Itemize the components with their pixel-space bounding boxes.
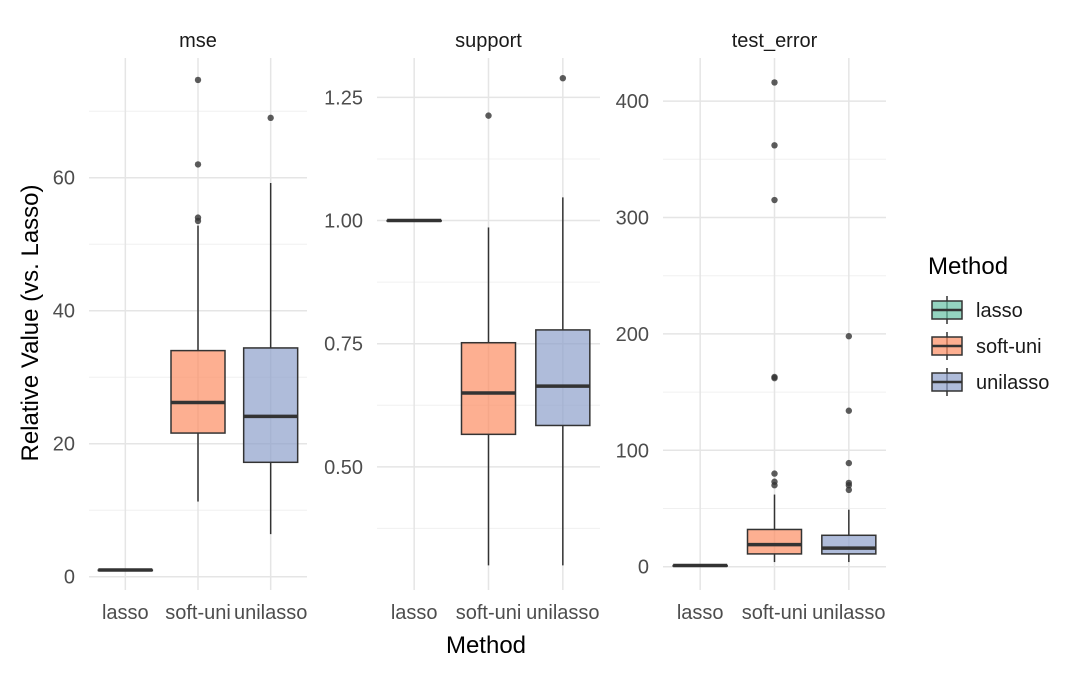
box-body [242,347,299,464]
facet-support: 0.50 0.75 1.00 1.25 support lasso soft-uni unil… [324,30,600,624]
y-tick-label: 60 [53,168,75,190]
y-tick-label: 100 [616,440,649,462]
outlier-point [194,76,202,84]
box-lasso [97,568,154,572]
outlier-point [845,333,853,340]
box-soft-uni [170,76,226,502]
outlier-point [771,470,778,477]
outlier-point [771,142,778,149]
y-axis-title: Relative Value (vs. Lasso) [17,184,44,461]
outlier-point [845,486,853,494]
outlier-point [771,478,778,485]
facet-mse: 0 20 40 60 mse lasso soft-uni unilasso [53,30,308,624]
y-tick-label: 0 [64,567,75,589]
box-soft-uni [746,79,803,563]
y-tick-label: 20 [53,434,75,456]
y-tick-label: 300 [616,207,649,229]
legend-entry-lasso: lasso [931,296,1023,324]
x-tick-label: soft-uni [742,602,808,624]
y-tick-label: 0.50 [324,457,363,479]
facet-title: support [455,30,522,52]
x-tick-label: soft-uni [165,602,231,624]
legend-label: soft-uni [976,336,1042,358]
box-lasso [672,563,728,568]
legend-title: Method [928,253,1008,280]
y-tick-label: 1.25 [324,87,363,109]
outlier-point [845,407,853,414]
outlier-point [771,196,778,204]
x-tick-label: soft-uni [456,602,522,624]
box-body [170,349,226,434]
y-tick-label: 400 [616,91,649,113]
y-tick-label: 1.00 [324,211,363,233]
legend-label: unilasso [976,372,1049,394]
legend-entry-unilasso: unilasso [931,368,1049,396]
legend-label: lasso [976,300,1023,322]
outlier-point [771,79,778,86]
outlier-point [485,112,492,119]
x-tick-label: lasso [102,602,149,624]
x-tick-label: unilasso [812,602,885,624]
box-body [821,534,877,555]
outlier-point [194,161,202,168]
x-tick-label: unilasso [234,602,307,624]
outlier-point [267,114,274,122]
y-tick-label: 40 [53,301,75,323]
outlier-point [559,74,567,82]
facet-title: mse [179,30,217,52]
y-tick-label: 0 [638,557,649,579]
box-lasso [386,218,442,223]
outlier-point [845,459,853,467]
outlier-point [845,479,853,487]
box-unilasso [242,114,299,535]
facet-title: test_error [732,30,818,52]
x-axis-title: Method [446,632,526,659]
box-unilasso [821,333,877,563]
box-body [460,341,517,436]
box-soft-uni [460,112,517,566]
legend: Method lasso soft-uni unilasso [928,253,1049,396]
outlier-point [771,373,778,381]
box-body [746,528,803,555]
x-tick-label: unilasso [526,602,599,624]
y-tick-label: 0.75 [324,334,363,356]
x-tick-label: lasso [677,602,724,624]
legend-entry-soft-uni: soft-uni [931,332,1042,360]
outlier-point [194,214,202,221]
box-unilasso [535,74,591,566]
y-tick-label: 200 [616,324,649,346]
box-body [535,329,591,427]
x-tick-label: lasso [391,602,438,624]
